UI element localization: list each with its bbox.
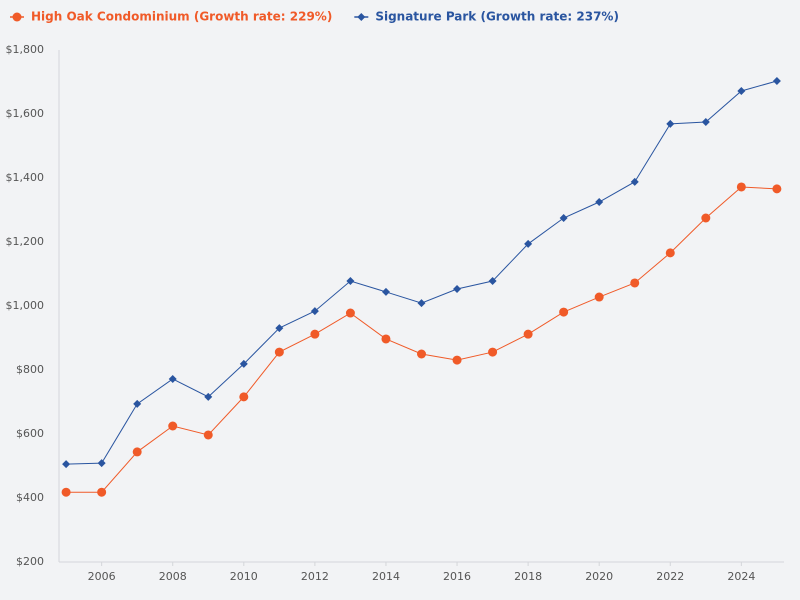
x-tick-label: 2024 (727, 570, 755, 583)
x-tick-label: 2020 (585, 570, 613, 583)
marker (133, 399, 142, 408)
marker (736, 182, 746, 192)
y-tick-label: $1,800 (6, 43, 45, 56)
marker (274, 347, 284, 357)
x-tick-label: 2022 (656, 570, 684, 583)
marker (701, 213, 711, 223)
marker (61, 487, 71, 497)
y-tick-label: $400 (16, 491, 44, 504)
marker (594, 292, 604, 302)
legend-label: Signature Park (Growth rate: 237%) (375, 10, 619, 24)
marker (97, 487, 107, 497)
legend-marker (12, 12, 22, 22)
marker (381, 334, 391, 344)
marker (630, 177, 639, 186)
marker (168, 374, 177, 383)
y-tick-label: $200 (16, 555, 44, 568)
marker (630, 278, 640, 288)
x-tick-label: 2010 (230, 570, 258, 583)
marker (524, 239, 533, 248)
y-tick-label: $1,000 (6, 299, 45, 312)
y-tick-label: $1,600 (6, 107, 45, 120)
marker (310, 307, 319, 316)
marker (701, 118, 710, 126)
y-tick-label: $800 (16, 363, 44, 376)
marker (275, 324, 284, 333)
marker (62, 460, 71, 469)
y-tick-label: $1,200 (6, 235, 45, 248)
marker (453, 285, 462, 294)
marker (239, 359, 248, 368)
x-tick-label: 2016 (443, 570, 471, 583)
x-tick-label: 2012 (301, 570, 329, 583)
marker (417, 349, 426, 359)
legend-label: High Oak Condominium (Growth rate: 229%) (31, 10, 332, 24)
marker (737, 86, 746, 95)
marker (595, 198, 604, 206)
marker (381, 287, 390, 296)
marker (452, 355, 462, 365)
marker (666, 119, 675, 128)
y-tick-label: $1,400 (6, 171, 45, 184)
marker (168, 421, 178, 431)
marker (310, 329, 320, 339)
marker (204, 392, 213, 401)
x-tick-label: 2008 (159, 570, 187, 583)
marker (523, 329, 533, 339)
marker (239, 392, 249, 402)
marker (345, 308, 355, 318)
marker (132, 447, 142, 457)
marker (559, 307, 569, 317)
marker (203, 430, 213, 440)
marker (417, 299, 426, 308)
marker (559, 214, 568, 222)
y-tick-label: $600 (16, 427, 44, 440)
x-tick-label: 2018 (514, 570, 542, 583)
legend-marker (357, 13, 366, 21)
marker (772, 77, 781, 86)
marker (665, 248, 675, 258)
marker (488, 347, 498, 357)
marker (97, 459, 106, 468)
x-tick-label: 2014 (372, 570, 400, 583)
x-tick-label: 2006 (88, 570, 116, 583)
marker (488, 277, 497, 286)
marker (346, 277, 355, 286)
marker (772, 184, 782, 194)
